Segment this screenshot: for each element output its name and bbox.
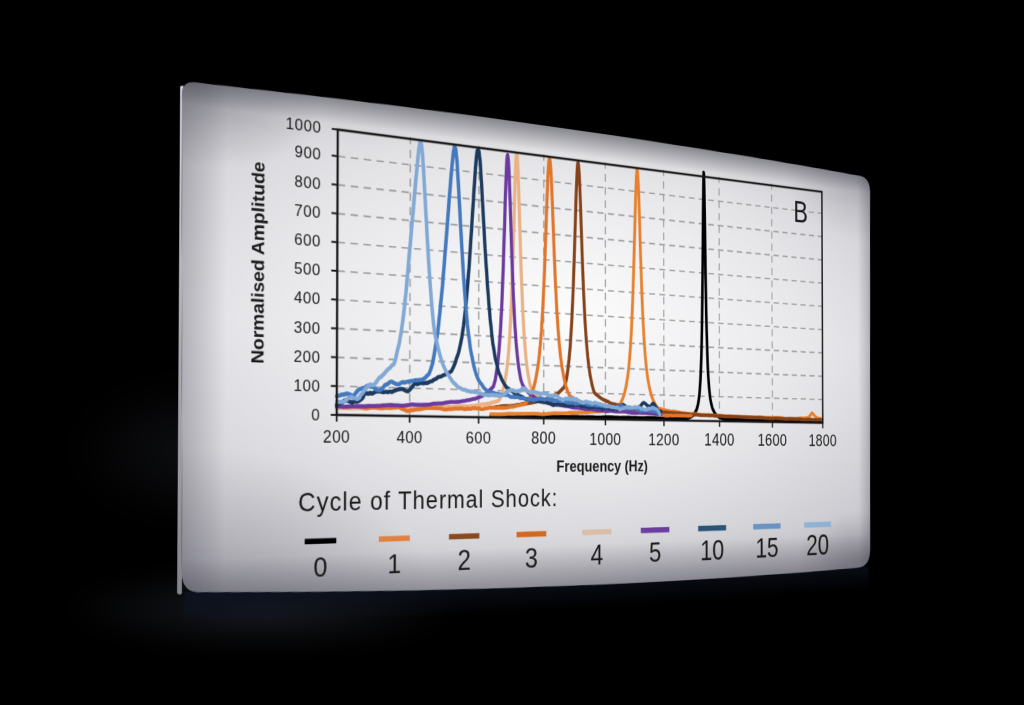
svg-text:0: 0 xyxy=(313,551,327,583)
svg-text:B: B xyxy=(793,196,807,230)
svg-text:200: 200 xyxy=(323,426,350,446)
svg-text:2: 2 xyxy=(458,544,471,577)
svg-text:1000: 1000 xyxy=(589,429,621,449)
svg-text:500: 500 xyxy=(294,259,321,280)
svg-text:3: 3 xyxy=(525,542,538,574)
svg-text:Frequency (Hz): Frequency (Hz) xyxy=(556,457,647,475)
svg-text:Normalised Amplitude: Normalised Amplitude xyxy=(248,161,269,365)
svg-text:700: 700 xyxy=(294,200,321,221)
svg-text:400: 400 xyxy=(396,428,422,447)
svg-text:800: 800 xyxy=(294,171,321,193)
svg-text:200: 200 xyxy=(294,346,321,366)
svg-text:1200: 1200 xyxy=(648,430,679,449)
svg-text:300: 300 xyxy=(294,317,321,337)
svg-text:900: 900 xyxy=(294,142,321,164)
svg-text:1: 1 xyxy=(388,548,402,580)
svg-text:1000: 1000 xyxy=(286,114,322,137)
svg-text:800: 800 xyxy=(531,429,556,448)
svg-text:10: 10 xyxy=(700,534,724,566)
svg-text:4: 4 xyxy=(591,540,604,572)
svg-text:15: 15 xyxy=(755,531,778,564)
svg-text:100: 100 xyxy=(293,376,320,396)
svg-text:Cycle of Thermal Shock:: Cycle of Thermal Shock: xyxy=(298,484,558,517)
svg-text:600: 600 xyxy=(294,229,321,250)
svg-text:5: 5 xyxy=(649,537,661,569)
svg-text:1800: 1800 xyxy=(809,431,837,450)
svg-text:20: 20 xyxy=(806,529,829,561)
svg-text:600: 600 xyxy=(466,428,491,448)
svg-text:0: 0 xyxy=(311,405,320,424)
svg-text:1400: 1400 xyxy=(704,430,734,450)
svg-text:1600: 1600 xyxy=(758,430,788,450)
svg-text:400: 400 xyxy=(294,288,321,309)
